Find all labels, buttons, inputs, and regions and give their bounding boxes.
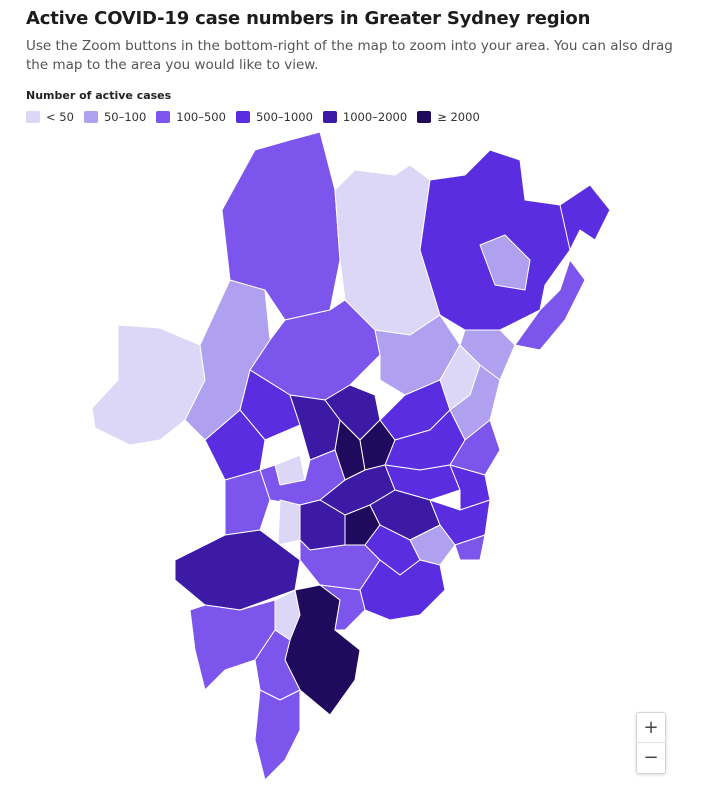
map-region[interactable] bbox=[514, 259, 586, 351]
legend-swatch bbox=[83, 111, 98, 123]
map-region[interactable] bbox=[174, 529, 301, 611]
map-instructions: Use the Zoom buttons in the bottom-right… bbox=[26, 38, 673, 73]
legend-label: 500–1000 bbox=[255, 110, 313, 124]
legend-label: ≥ 2000 bbox=[437, 110, 480, 124]
legend-label: < 50 bbox=[46, 110, 74, 124]
legend-item-over-2000: ≥ 2000 bbox=[417, 110, 480, 124]
map-region[interactable] bbox=[277, 499, 301, 546]
legend-item-500-1000: 500–1000 bbox=[235, 110, 313, 124]
legend-swatch bbox=[235, 111, 250, 123]
legend: < 50 50–100 100–500 500–1000 1000–2000 ≥… bbox=[26, 110, 490, 124]
legend-item-50-100: 50–100 bbox=[83, 110, 147, 124]
legend-label: 100–500 bbox=[176, 110, 226, 124]
map-region[interactable] bbox=[454, 534, 486, 561]
map-region[interactable] bbox=[319, 584, 366, 631]
map-region[interactable] bbox=[204, 409, 266, 481]
legend-label: 50–100 bbox=[103, 110, 147, 124]
map-region[interactable] bbox=[359, 559, 446, 621]
legend-swatch bbox=[417, 111, 432, 123]
legend-swatch bbox=[322, 111, 337, 123]
legend-swatch bbox=[26, 111, 40, 123]
legend-label: 1000–2000 bbox=[342, 110, 408, 124]
map-region[interactable] bbox=[224, 469, 271, 536]
zoom-controls: + − bbox=[636, 712, 666, 774]
legend-title: Number of active cases bbox=[26, 89, 172, 102]
legend-swatch bbox=[156, 111, 171, 123]
zoom-out-button[interactable]: − bbox=[637, 742, 665, 772]
legend-item-100-500: 100–500 bbox=[156, 110, 226, 124]
legend-item-1000-2000: 1000–2000 bbox=[322, 110, 408, 124]
map-regions bbox=[91, 131, 611, 781]
page-title: Active COVID-19 case numbers in Greater … bbox=[26, 8, 591, 29]
map-region[interactable] bbox=[479, 234, 531, 291]
map-region[interactable] bbox=[254, 689, 301, 781]
map-region[interactable] bbox=[91, 324, 206, 446]
zoom-in-button[interactable]: + bbox=[643, 717, 659, 738]
legend-item-under-50: < 50 bbox=[26, 110, 74, 124]
map-region[interactable] bbox=[449, 419, 501, 476]
map-region[interactable] bbox=[559, 184, 611, 251]
